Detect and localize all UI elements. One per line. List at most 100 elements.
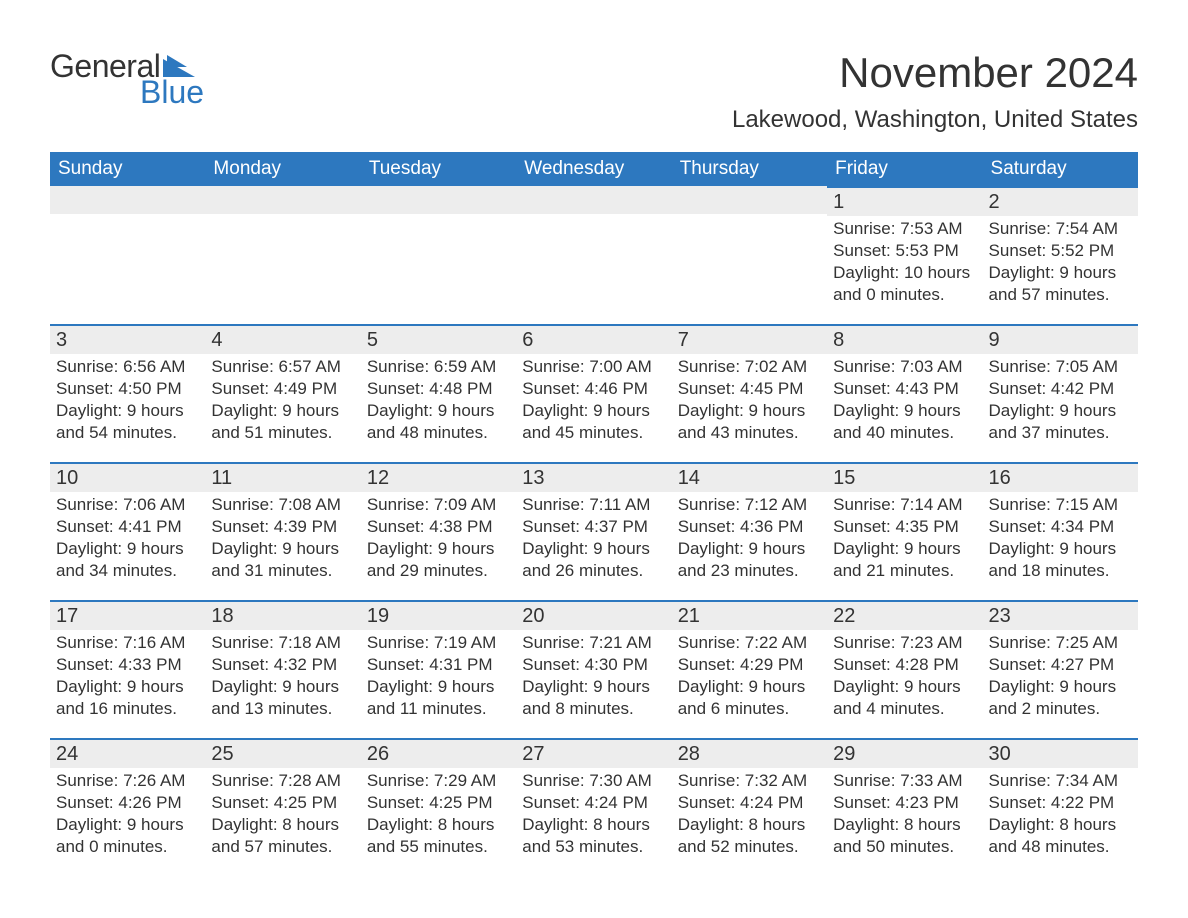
- calendar-cell: [205, 186, 360, 324]
- sunrise-line: Sunrise: 7:32 AM: [678, 770, 821, 792]
- sunset-line: Sunset: 4:22 PM: [989, 792, 1132, 814]
- sunrise-line: Sunrise: 7:19 AM: [367, 632, 510, 654]
- calendar-cell: 20Sunrise: 7:21 AMSunset: 4:30 PMDayligh…: [516, 600, 671, 738]
- day-number: 22: [827, 602, 982, 630]
- empty-cell: [516, 186, 671, 214]
- day-number: 18: [205, 602, 360, 630]
- day-info: Sunrise: 6:57 AMSunset: 4:49 PMDaylight:…: [205, 354, 360, 448]
- calendar-cell: 12Sunrise: 7:09 AMSunset: 4:38 PMDayligh…: [361, 462, 516, 600]
- title-block: November 2024 Lakewood, Washington, Unit…: [732, 50, 1138, 144]
- calendar-week-row: 24Sunrise: 7:26 AMSunset: 4:26 PMDayligh…: [50, 738, 1138, 876]
- daylight-line: Daylight: 9 hours and 21 minutes.: [833, 538, 976, 582]
- daylight-line: Daylight: 9 hours and 4 minutes.: [833, 676, 976, 720]
- day-info: Sunrise: 6:56 AMSunset: 4:50 PMDaylight:…: [50, 354, 205, 448]
- day-info: Sunrise: 7:19 AMSunset: 4:31 PMDaylight:…: [361, 630, 516, 724]
- calendar-cell: 17Sunrise: 7:16 AMSunset: 4:33 PMDayligh…: [50, 600, 205, 738]
- day-info: Sunrise: 7:21 AMSunset: 4:30 PMDaylight:…: [516, 630, 671, 724]
- day-cell: 23Sunrise: 7:25 AMSunset: 4:27 PMDayligh…: [983, 600, 1138, 738]
- sunset-line: Sunset: 4:45 PM: [678, 378, 821, 400]
- weekday-header: Wednesday: [516, 152, 671, 186]
- daylight-line: Daylight: 9 hours and 8 minutes.: [522, 676, 665, 720]
- sunset-line: Sunset: 4:37 PM: [522, 516, 665, 538]
- day-number: 17: [50, 602, 205, 630]
- sunset-line: Sunset: 4:27 PM: [989, 654, 1132, 676]
- day-cell: 19Sunrise: 7:19 AMSunset: 4:31 PMDayligh…: [361, 600, 516, 738]
- daylight-line: Daylight: 8 hours and 55 minutes.: [367, 814, 510, 858]
- weekday-header: Friday: [827, 152, 982, 186]
- calendar-cell: 3Sunrise: 6:56 AMSunset: 4:50 PMDaylight…: [50, 324, 205, 462]
- calendar-cell: 6Sunrise: 7:00 AMSunset: 4:46 PMDaylight…: [516, 324, 671, 462]
- day-number: 12: [361, 464, 516, 492]
- calendar-cell: 29Sunrise: 7:33 AMSunset: 4:23 PMDayligh…: [827, 738, 982, 876]
- daylight-line: Daylight: 9 hours and 23 minutes.: [678, 538, 821, 582]
- day-info: Sunrise: 7:54 AMSunset: 5:52 PMDaylight:…: [983, 216, 1138, 310]
- sunset-line: Sunset: 4:41 PM: [56, 516, 199, 538]
- sunset-line: Sunset: 4:42 PM: [989, 378, 1132, 400]
- day-cell: 2Sunrise: 7:54 AMSunset: 5:52 PMDaylight…: [983, 186, 1138, 324]
- calendar-cell: 2Sunrise: 7:54 AMSunset: 5:52 PMDaylight…: [983, 186, 1138, 324]
- day-number: 2: [983, 188, 1138, 216]
- day-number: 9: [983, 326, 1138, 354]
- day-cell: 25Sunrise: 7:28 AMSunset: 4:25 PMDayligh…: [205, 738, 360, 876]
- day-number: 13: [516, 464, 671, 492]
- day-cell: 1Sunrise: 7:53 AMSunset: 5:53 PMDaylight…: [827, 186, 982, 324]
- day-cell: 11Sunrise: 7:08 AMSunset: 4:39 PMDayligh…: [205, 462, 360, 600]
- sunrise-line: Sunrise: 7:29 AM: [367, 770, 510, 792]
- calendar-week-row: 10Sunrise: 7:06 AMSunset: 4:41 PMDayligh…: [50, 462, 1138, 600]
- brand-word2: Blue: [140, 76, 204, 108]
- calendar-cell: 9Sunrise: 7:05 AMSunset: 4:42 PMDaylight…: [983, 324, 1138, 462]
- page-header: General Blue November 2024 Lakewood, Was…: [50, 50, 1138, 144]
- sunset-line: Sunset: 4:35 PM: [833, 516, 976, 538]
- sunrise-line: Sunrise: 7:21 AM: [522, 632, 665, 654]
- day-cell: 6Sunrise: 7:00 AMSunset: 4:46 PMDaylight…: [516, 324, 671, 462]
- calendar-cell: 19Sunrise: 7:19 AMSunset: 4:31 PMDayligh…: [361, 600, 516, 738]
- day-info: Sunrise: 7:30 AMSunset: 4:24 PMDaylight:…: [516, 768, 671, 862]
- day-number: 5: [361, 326, 516, 354]
- day-number: 25: [205, 740, 360, 768]
- day-cell: 29Sunrise: 7:33 AMSunset: 4:23 PMDayligh…: [827, 738, 982, 876]
- sunrise-line: Sunrise: 7:18 AM: [211, 632, 354, 654]
- day-info: Sunrise: 7:14 AMSunset: 4:35 PMDaylight:…: [827, 492, 982, 586]
- calendar-cell: 27Sunrise: 7:30 AMSunset: 4:24 PMDayligh…: [516, 738, 671, 876]
- weekday-header: Monday: [205, 152, 360, 186]
- sunset-line: Sunset: 4:33 PM: [56, 654, 199, 676]
- sunrise-line: Sunrise: 7:28 AM: [211, 770, 354, 792]
- sunset-line: Sunset: 4:23 PM: [833, 792, 976, 814]
- calendar-cell: 13Sunrise: 7:11 AMSunset: 4:37 PMDayligh…: [516, 462, 671, 600]
- daylight-line: Daylight: 9 hours and 2 minutes.: [989, 676, 1132, 720]
- sunrise-line: Sunrise: 7:06 AM: [56, 494, 199, 516]
- sunset-line: Sunset: 4:49 PM: [211, 378, 354, 400]
- sunrise-line: Sunrise: 7:15 AM: [989, 494, 1132, 516]
- sunset-line: Sunset: 4:28 PM: [833, 654, 976, 676]
- daylight-line: Daylight: 9 hours and 11 minutes.: [367, 676, 510, 720]
- calendar-cell: 4Sunrise: 6:57 AMSunset: 4:49 PMDaylight…: [205, 324, 360, 462]
- day-info: Sunrise: 7:03 AMSunset: 4:43 PMDaylight:…: [827, 354, 982, 448]
- day-info: Sunrise: 6:59 AMSunset: 4:48 PMDaylight:…: [361, 354, 516, 448]
- daylight-line: Daylight: 9 hours and 13 minutes.: [211, 676, 354, 720]
- day-cell: 26Sunrise: 7:29 AMSunset: 4:25 PMDayligh…: [361, 738, 516, 876]
- day-cell: 8Sunrise: 7:03 AMSunset: 4:43 PMDaylight…: [827, 324, 982, 462]
- daylight-line: Daylight: 9 hours and 51 minutes.: [211, 400, 354, 444]
- calendar-cell: 22Sunrise: 7:23 AMSunset: 4:28 PMDayligh…: [827, 600, 982, 738]
- day-info: Sunrise: 7:12 AMSunset: 4:36 PMDaylight:…: [672, 492, 827, 586]
- day-number: 26: [361, 740, 516, 768]
- sunrise-line: Sunrise: 7:08 AM: [211, 494, 354, 516]
- day-number: 1: [827, 188, 982, 216]
- daylight-line: Daylight: 9 hours and 34 minutes.: [56, 538, 199, 582]
- daylight-line: Daylight: 9 hours and 31 minutes.: [211, 538, 354, 582]
- sunrise-line: Sunrise: 7:34 AM: [989, 770, 1132, 792]
- sunset-line: Sunset: 4:32 PM: [211, 654, 354, 676]
- sunrise-line: Sunrise: 7:53 AM: [833, 218, 976, 240]
- sunset-line: Sunset: 4:31 PM: [367, 654, 510, 676]
- day-info: Sunrise: 7:29 AMSunset: 4:25 PMDaylight:…: [361, 768, 516, 862]
- calendar-cell: 30Sunrise: 7:34 AMSunset: 4:22 PMDayligh…: [983, 738, 1138, 876]
- daylight-line: Daylight: 9 hours and 26 minutes.: [522, 538, 665, 582]
- empty-cell: [50, 186, 205, 214]
- calendar-cell: 7Sunrise: 7:02 AMSunset: 4:45 PMDaylight…: [672, 324, 827, 462]
- day-cell: 27Sunrise: 7:30 AMSunset: 4:24 PMDayligh…: [516, 738, 671, 876]
- sunset-line: Sunset: 4:36 PM: [678, 516, 821, 538]
- daylight-line: Daylight: 9 hours and 57 minutes.: [989, 262, 1132, 306]
- sunset-line: Sunset: 4:29 PM: [678, 654, 821, 676]
- day-cell: 22Sunrise: 7:23 AMSunset: 4:28 PMDayligh…: [827, 600, 982, 738]
- sunrise-line: Sunrise: 7:26 AM: [56, 770, 199, 792]
